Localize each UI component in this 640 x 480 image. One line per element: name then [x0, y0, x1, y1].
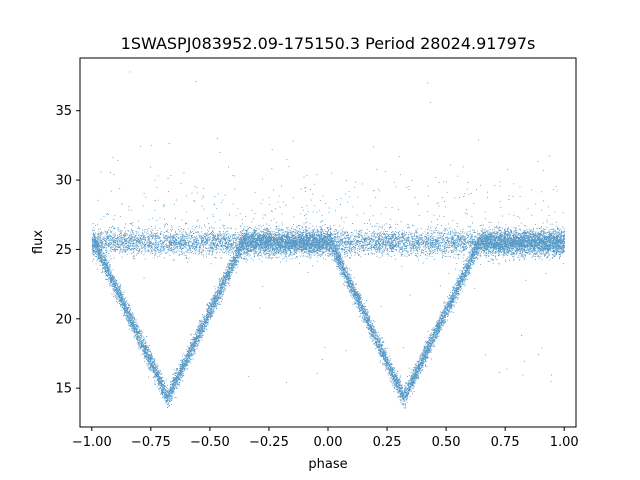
x-tick-label: 1.00: [550, 435, 579, 450]
x-tick-label: −0.25: [249, 435, 289, 450]
data-points: [91, 71, 566, 409]
x-tick-label: 0.75: [491, 435, 520, 450]
x-tick-label: −0.50: [190, 435, 230, 450]
y-axis-label: flux: [31, 230, 46, 254]
x-tick-label: −0.75: [131, 435, 171, 450]
x-tick-label: −1.00: [72, 435, 112, 450]
x-axis-label: phase: [308, 457, 347, 472]
y-tick-label: 25: [55, 243, 72, 258]
y-tick-label: 20: [55, 312, 72, 327]
x-axis: −1.00 −0.75 −0.50 −0.25 0.00 0.25 0.50 0.75 1.00: [72, 427, 579, 450]
x-tick-label: 0.00: [314, 435, 343, 450]
y-tick-label: 30: [55, 174, 72, 189]
y-axis: 15 20 25 30 35: [55, 104, 80, 397]
x-tick-label: 0.25: [373, 435, 402, 450]
y-tick-label: 35: [55, 104, 72, 119]
y-tick-label: 15: [55, 382, 72, 397]
x-tick-label: 0.50: [432, 435, 461, 450]
scatter-points: [91, 71, 566, 409]
chart-title: 1SWASPJ083952.09-175150.3 Period 28024.9…: [121, 34, 536, 53]
